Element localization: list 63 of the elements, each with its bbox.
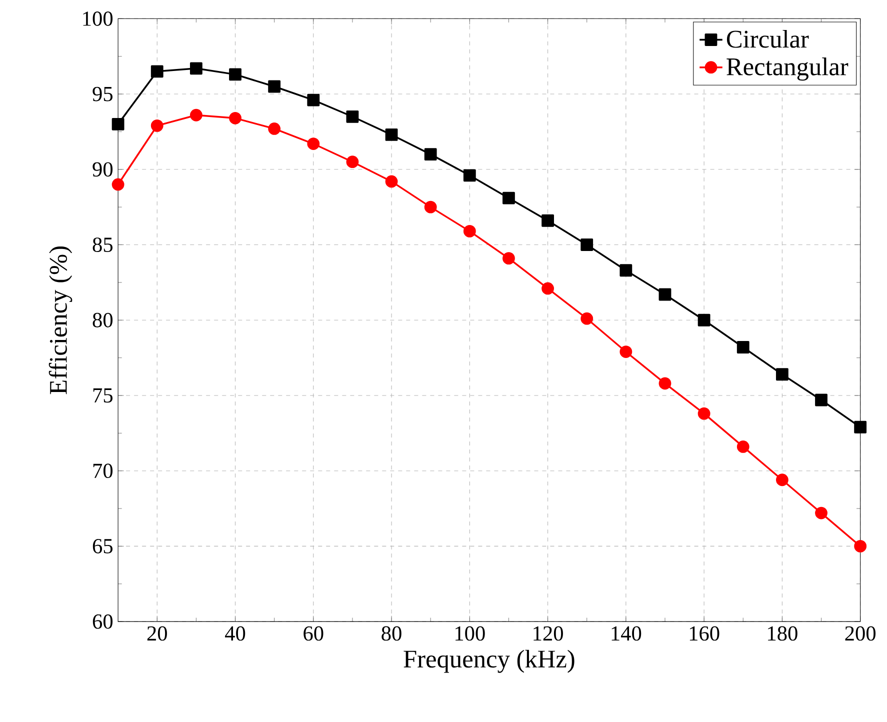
point [385,175,398,188]
point [190,62,202,75]
point [815,507,828,520]
point [229,68,242,81]
point [854,540,867,553]
point [502,252,515,265]
point [776,368,788,381]
point [736,341,750,354]
point [658,377,672,390]
x-tick-label: 140 [612,626,642,641]
point [229,112,242,125]
point [424,148,437,161]
y-tick-label: 65 [92,539,112,554]
x-tick-label: 180 [768,626,798,641]
y-tick-label: 70 [93,464,113,478]
point [776,474,788,486]
point [658,288,672,301]
point [150,120,164,132]
point [620,346,632,358]
point [268,122,281,136]
x-tick-label: 100 [456,626,485,641]
x-tick-label: 200 [845,626,876,641]
y-axis-title: Efficiency (%) [48,246,72,394]
x-tick-label: 40 [224,626,246,641]
x-tick-label: 120 [534,626,563,641]
point [346,156,359,168]
point [385,128,398,142]
point [736,440,750,454]
y-tick-label: 90 [92,162,113,177]
point [268,80,281,93]
point [346,110,359,124]
x-axis-title: Frequency (kHz) [404,650,574,674]
y-tick-label: 60 [92,614,113,629]
point [620,264,632,277]
point [815,394,828,406]
point [463,225,476,238]
x-tick-label: 60 [304,626,324,641]
point [580,238,594,252]
y-tick-label: 80 [92,313,113,328]
y-tick-label: 100 [83,12,113,26]
point [112,118,124,131]
point [424,201,437,214]
point [542,282,554,295]
point [698,314,710,327]
point [307,138,320,150]
point [580,312,594,326]
point [307,94,320,106]
y-tick-label: 75 [93,388,112,403]
point [698,408,710,420]
point [112,178,124,191]
y-tick-label: 85 [92,238,112,252]
y-tick-label: 95 [92,87,112,102]
x-tick-label: 160 [690,626,720,641]
point [854,421,867,434]
x-tick-label: 80 [382,626,402,641]
legend-label: Circular [726,30,809,48]
point [190,109,202,122]
legend-label: Rectangular [726,58,848,81]
point [542,214,554,228]
point [150,65,164,78]
point [502,192,515,204]
point [463,169,476,182]
x-tick-label: 20 [147,626,167,641]
